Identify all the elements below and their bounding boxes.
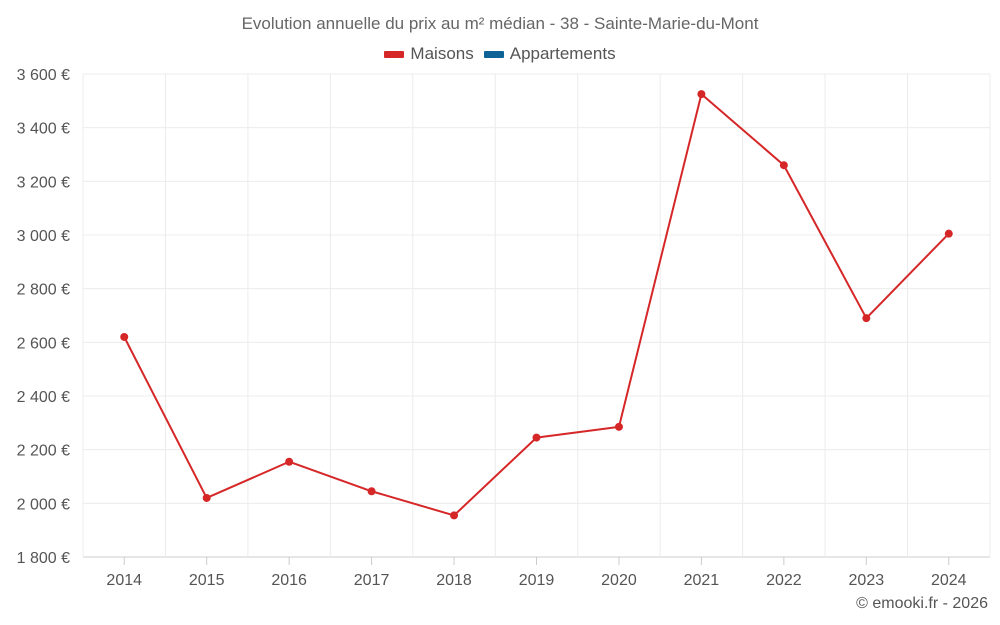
legend-item-maisons[interactable]: Maisons bbox=[384, 44, 474, 64]
y-tick-label: 2 800 € bbox=[17, 282, 70, 299]
x-tick-label: 2019 bbox=[519, 572, 555, 589]
y-tick-label: 3 000 € bbox=[17, 228, 70, 245]
legend-label-appartements: Appartements bbox=[509, 44, 616, 63]
legend-swatch-appartements bbox=[483, 50, 504, 58]
legend-item-appartements[interactable]: Appartements bbox=[483, 44, 616, 64]
y-tick-label: 2 400 € bbox=[17, 389, 70, 406]
data-point bbox=[202, 493, 211, 502]
data-point bbox=[285, 457, 294, 466]
data-point bbox=[367, 487, 376, 496]
y-tick-label: 2 600 € bbox=[17, 335, 70, 352]
y-tick-label: 2 000 € bbox=[17, 496, 70, 513]
y-tick-label: 1 800 € bbox=[17, 550, 70, 567]
data-point bbox=[944, 229, 953, 238]
data-point bbox=[120, 332, 129, 341]
x-tick-label: 2021 bbox=[684, 572, 720, 589]
legend-swatch-maisons bbox=[384, 50, 405, 58]
x-tick-label: 2023 bbox=[849, 572, 885, 589]
x-tick-label: 2015 bbox=[189, 572, 225, 589]
x-tick-label: 2024 bbox=[931, 572, 967, 589]
data-point bbox=[862, 314, 871, 323]
x-tick-label: 2020 bbox=[601, 572, 637, 589]
data-point bbox=[697, 90, 706, 99]
y-tick-label: 3 400 € bbox=[17, 121, 70, 138]
data-point bbox=[779, 161, 788, 170]
chart-title: Evolution annuelle du prix au m² médian … bbox=[241, 14, 759, 33]
x-tick-label: 2014 bbox=[106, 572, 142, 589]
y-tick-label: 2 200 € bbox=[17, 443, 70, 460]
x-tick-label: 2022 bbox=[766, 572, 802, 589]
y-tick-label: 3 200 € bbox=[17, 174, 70, 191]
legend-label-maisons: Maisons bbox=[410, 44, 474, 63]
credit-text: © emooki.fr - 2026 bbox=[856, 595, 988, 612]
y-tick-label: 3 600 € bbox=[17, 67, 70, 84]
x-tick-label: 2018 bbox=[436, 572, 472, 589]
x-tick-label: 2017 bbox=[354, 572, 390, 589]
x-tick-label: 2016 bbox=[271, 572, 307, 589]
data-point bbox=[614, 422, 623, 431]
data-point bbox=[450, 511, 459, 520]
data-point bbox=[532, 433, 541, 442]
chart-legend: Maisons Appartements bbox=[0, 44, 1000, 64]
